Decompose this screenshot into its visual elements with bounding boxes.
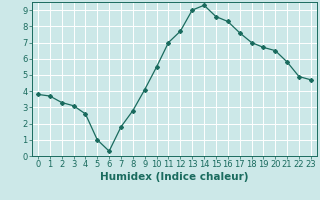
X-axis label: Humidex (Indice chaleur): Humidex (Indice chaleur): [100, 172, 249, 182]
